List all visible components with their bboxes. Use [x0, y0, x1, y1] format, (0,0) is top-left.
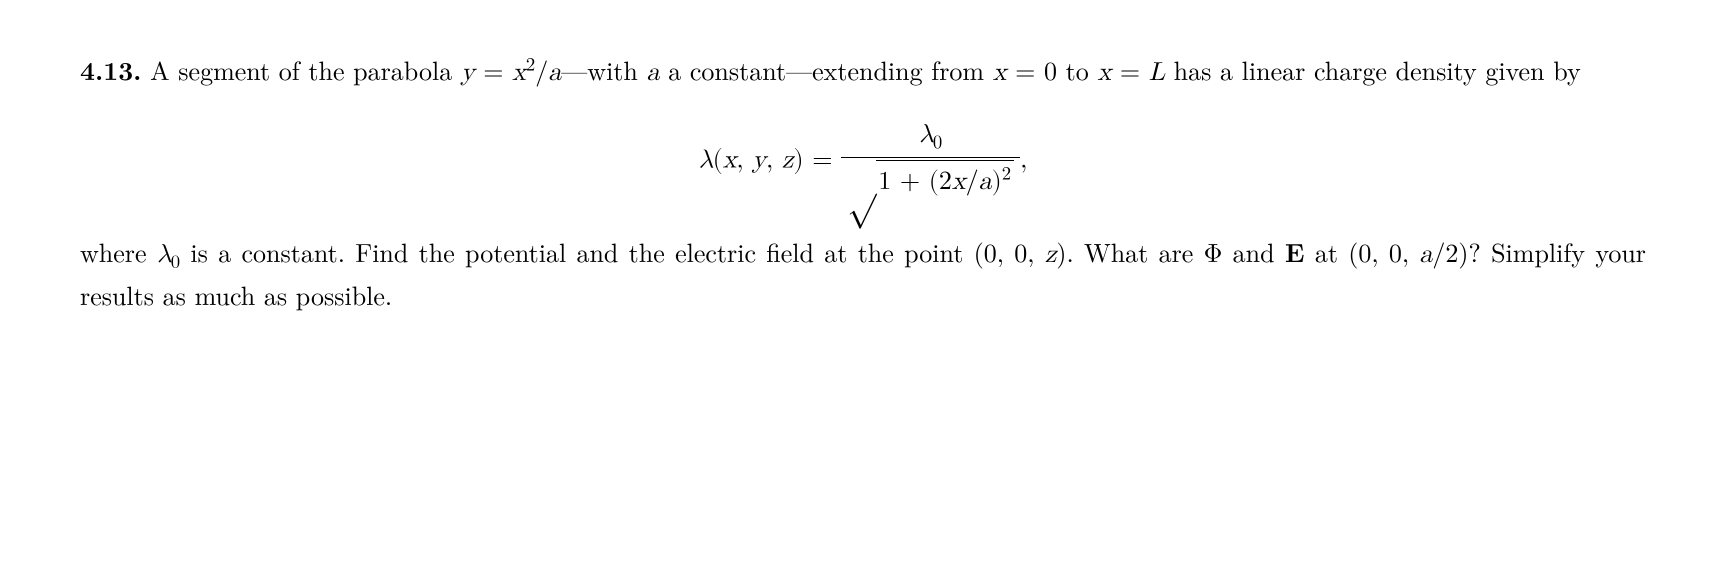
var-a: a [548, 60, 561, 86]
where-text: where [80, 233, 157, 270]
var-z: z [1045, 242, 1057, 268]
denom-close: ) [992, 169, 1002, 195]
slash: / [535, 51, 548, 88]
one-plus: 1 + (2 [878, 169, 952, 195]
problem-block: 4.13. A segment of the parabola y = x2/a… [80, 50, 1646, 314]
arg-y: y [752, 148, 766, 174]
eq-zero: = 0 to [1006, 51, 1097, 88]
var-a-const: a [647, 60, 660, 86]
problem-statement-line2: where λ0 is a constant. Find the potenti… [80, 232, 1646, 314]
denominator: √ 1 + (2x/a)2 [841, 158, 1020, 208]
intro-text: A segment of the parabola [150, 51, 461, 88]
lambda0-sub: 0 [171, 248, 180, 274]
var-y: y [461, 60, 475, 86]
arg-z: z [782, 148, 794, 174]
denom-sup: 2 [1002, 165, 1011, 184]
radicand: 1 + (2x/a)2 [876, 160, 1014, 202]
args-open: ( [713, 148, 723, 174]
sub-0: 0 [933, 134, 942, 153]
var-x1: x [993, 60, 1007, 86]
close1: ). What are Φ and [1056, 233, 1285, 270]
arg-x: x [723, 148, 737, 174]
comma2: , [766, 148, 782, 174]
fraction: λ0 √ 1 + (2x/a)2 [841, 116, 1020, 208]
problem-statement-line1: 4.13. A segment of the parabola y = x2/a… [80, 50, 1646, 93]
is-const: is a constant. Find the potential and th… [180, 233, 1045, 270]
lambda0: λ [157, 242, 171, 268]
lambda-fn: λ [699, 148, 713, 174]
args-close: ) = [793, 148, 841, 174]
sup-2: 2 [526, 50, 535, 76]
radical-icon: √ [847, 167, 876, 202]
display-equation: λ(x, y, z) = λ0 √ 1 + (2x/a)2 , [80, 116, 1646, 208]
var-x2: x [1097, 60, 1111, 86]
lambda-num: λ [919, 122, 933, 148]
var-a2: a [1419, 242, 1432, 268]
equals-1: = [475, 51, 513, 88]
trailing-comma: , [1020, 148, 1027, 174]
numerator: λ0 [841, 116, 1020, 158]
var-L: L [1149, 60, 1165, 86]
const-text: a constant—extending from [660, 51, 993, 88]
has-text: has a linear charge density given by [1165, 51, 1581, 88]
sqrt: √ 1 + (2x/a)2 [847, 160, 1014, 202]
var-x: x [512, 60, 526, 86]
eq-L: = [1111, 51, 1149, 88]
problem-number: 4.13. [80, 51, 141, 88]
denom-slash: / [966, 169, 979, 195]
denom-a: a [979, 169, 992, 195]
dash-with: —with [561, 51, 646, 88]
vec-E: E [1285, 233, 1305, 270]
at-text: at (0, 0, [1305, 233, 1420, 270]
comma1: , [736, 148, 752, 174]
denom-x: x [952, 169, 966, 195]
